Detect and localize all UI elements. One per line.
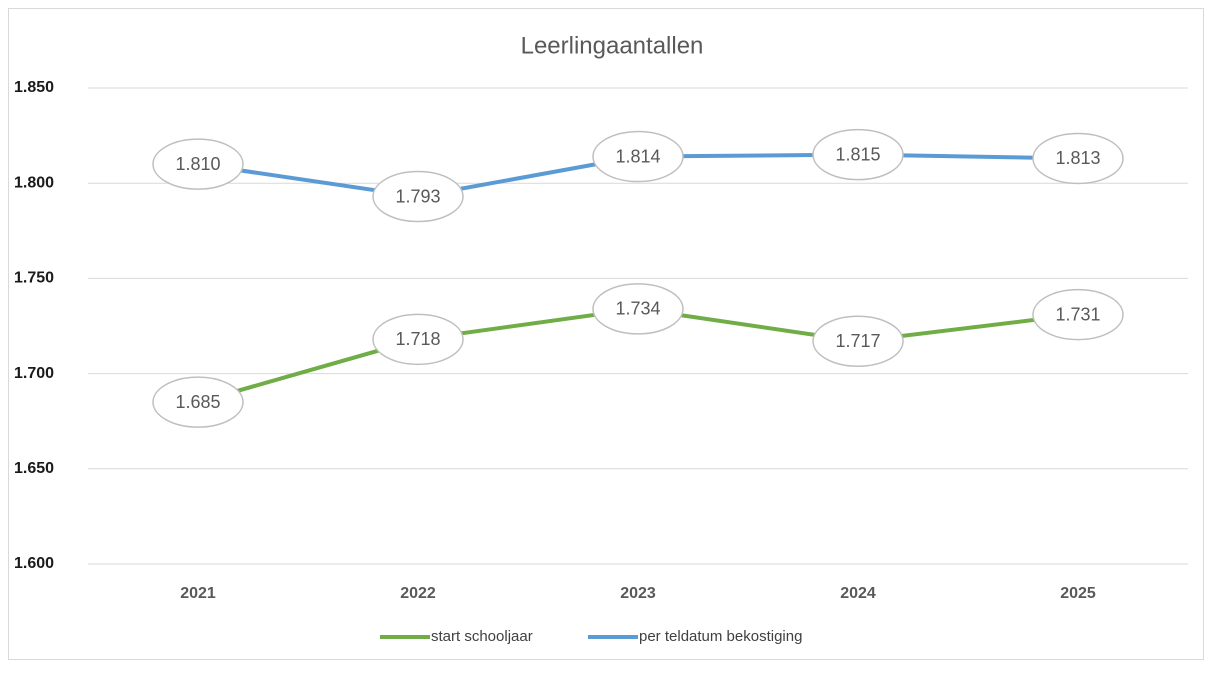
legend-label: start schooljaar	[431, 628, 533, 645]
chart-border	[8, 8, 1204, 660]
data-label-bubble	[592, 130, 684, 183]
data-label: 1.815	[835, 144, 880, 164]
data-label-bubble	[592, 283, 684, 335]
y-tick-label: 1.600	[14, 555, 54, 572]
data-label-bubble	[372, 170, 464, 223]
y-tick-label: 1.650	[14, 460, 54, 477]
x-tick-label: 2021	[180, 585, 216, 602]
y-tick-label: 1.700	[14, 365, 54, 382]
data-label: 1.717	[835, 331, 880, 351]
data-label-bubble	[152, 376, 244, 428]
x-tick-label: 2025	[1060, 585, 1096, 602]
data-label: 1.685	[175, 392, 220, 412]
x-tick-label: 2022	[400, 585, 436, 602]
data-label-bubble	[812, 128, 904, 181]
data-label: 1.731	[1055, 304, 1100, 324]
y-tick-label: 1.800	[14, 174, 54, 191]
data-label: 1.810	[175, 154, 220, 174]
y-tick-label: 1.750	[14, 270, 54, 287]
chart-title: Leerlingaantallen	[521, 32, 704, 59]
x-tick-label: 2024	[840, 585, 876, 602]
y-tick-label: 1.850	[14, 79, 54, 96]
data-label-bubble	[152, 138, 244, 190]
data-label-bubble	[372, 313, 464, 366]
legend-label: per teldatum bekostiging	[639, 628, 802, 645]
data-label-bubble	[1032, 288, 1124, 341]
data-label: 1.813	[1055, 148, 1100, 168]
data-label-bubble	[1032, 132, 1124, 185]
data-label: 1.718	[395, 329, 440, 349]
data-label: 1.734	[615, 299, 660, 319]
x-tick-label: 2023	[620, 585, 656, 602]
data-label-bubble	[812, 315, 904, 367]
data-label: 1.814	[615, 146, 660, 166]
data-label: 1.793	[395, 186, 440, 206]
